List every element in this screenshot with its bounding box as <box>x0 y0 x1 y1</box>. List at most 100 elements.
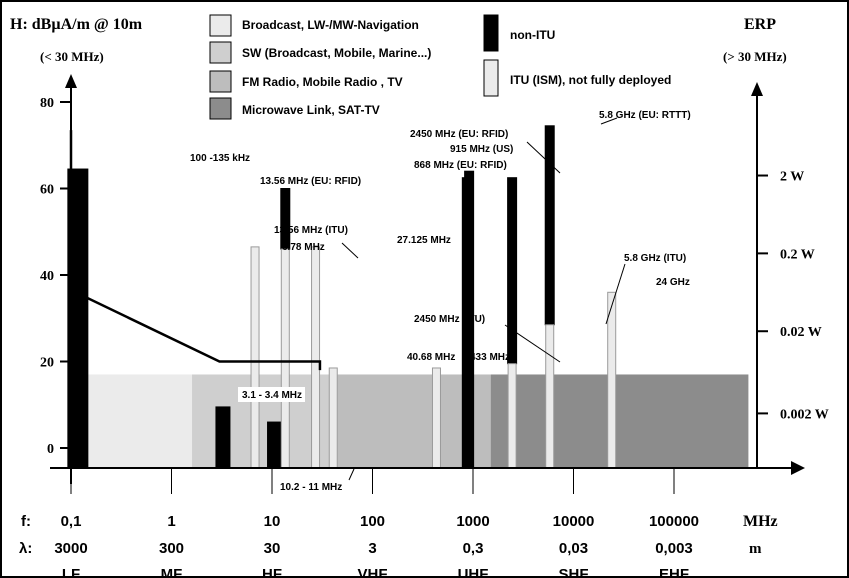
legend-swatch-non-itu <box>483 14 499 52</box>
itu-bar-4 <box>431 367 441 469</box>
non-itu-bar-3 <box>280 188 291 250</box>
x-tick-label-1: 0,1 <box>61 513 82 530</box>
right-tick-label-1: 0.2 W <box>780 247 815 262</box>
legend-swatch-itu-ism <box>483 59 499 97</box>
annotation-868-eu-rfid: 868 MHz (EU: RFID) <box>414 160 507 171</box>
x-tick-label-5: 1000 <box>456 513 489 530</box>
legend-label-itu-ism: ITU (ISM), not fully deployed <box>510 73 671 87</box>
non-itu-bar-6 <box>507 177 518 365</box>
legend-swatch-broadcast <box>209 14 232 37</box>
annotation-13-56-eu-rfid: 13.56 MHz (EU: RFID) <box>260 176 361 187</box>
legend-swatch-microwave <box>209 97 232 120</box>
left-tick-label-1: 20 <box>40 356 54 371</box>
legend-label-fm: FM Radio, Mobile Radio , TV <box>242 75 403 89</box>
band-label-4: VHF <box>358 566 388 578</box>
right-axis-range-label: (> 30 MHz) <box>723 49 787 64</box>
right-tick-label-2: 0.02 W <box>780 325 822 340</box>
left-axis-range-label: (< 30 MHz) <box>40 49 104 64</box>
legend-label-non-itu: non-ITU <box>510 28 555 42</box>
x-tick-label-3: 10 <box>264 513 281 530</box>
itu-bar-7 <box>607 291 617 469</box>
right-axis-ticks: 2 W 0.2 W 0.02 W 0.002 W <box>757 170 829 422</box>
x-tick-label-6: 10000 <box>553 513 595 530</box>
lambda-label-5: 0,3 <box>463 540 484 557</box>
annotation-leaders <box>341 117 626 481</box>
non-itu-bar-7 <box>544 125 555 326</box>
right-tick-label-3: 0.002 W <box>780 407 829 422</box>
left-tick-label-2: 40 <box>40 269 54 284</box>
itu-bar-0 <box>250 246 260 469</box>
left-axis-arrow <box>65 74 77 88</box>
annotation-915-us: 915 MHz (US) <box>450 144 513 155</box>
annotation-5-8-rttt: 5.8 GHz (EU: RTTT) <box>599 110 691 121</box>
background-bands <box>71 374 749 468</box>
leader-2450-itu <box>504 324 561 363</box>
leader-2450-eu <box>526 141 561 174</box>
lambda-label-1: 3000 <box>54 540 87 557</box>
annotation-27-125-mhz: 27.125 MHz <box>397 235 451 246</box>
itu-bar-1 <box>280 248 290 469</box>
lambda-label-4: 3 <box>368 540 376 557</box>
band-label-1: LF <box>62 566 80 578</box>
non-itu-bar-2 <box>267 421 283 469</box>
leader-13-56-itu <box>341 242 359 259</box>
left-tick-label-4: 80 <box>40 96 54 111</box>
annotation-24-ghz: 24 GHz <box>656 277 690 288</box>
x-axis-ticks: 0,0130000VLF0,13000LF1300MF1030HF1003VHF… <box>54 468 699 578</box>
itu-bar-3 <box>328 367 338 469</box>
itu-bar-2 <box>311 246 321 469</box>
lambda-label-7: 0,003 <box>655 540 693 557</box>
x-axis-f-label: f: <box>21 513 31 530</box>
axes <box>50 74 805 484</box>
frequency-bars <box>67 125 617 469</box>
x-tick-label-7: 100000 <box>649 513 699 530</box>
band-label-6: SHF <box>559 566 589 578</box>
annotation-6-78-mhz: 6.78 MHz <box>282 242 325 253</box>
legend-label-sw: SW (Broadcast, Mobile, Marine...) <box>242 46 431 60</box>
lambda-label-6: 0,03 <box>559 540 588 557</box>
x-axis-lambda-label: λ: <box>19 540 32 557</box>
itu-bar-6 <box>545 324 555 469</box>
right-tick-label-0: 2 W <box>780 170 804 185</box>
legend-swatch-fm <box>209 70 232 93</box>
annotation-3-1-3-4-mhz: 3.1 - 3.4 MHz <box>242 390 302 401</box>
lambda-label-3: 30 <box>264 540 281 557</box>
x-tick-label-4: 100 <box>360 513 385 530</box>
itu-bar-5 <box>507 363 517 469</box>
left-axis-label: H: dBµA/m @ 10m <box>10 16 143 33</box>
annotation-13-56-itu: 13.56 MHz (ITU) <box>274 225 348 236</box>
x-tick-label-2: 1 <box>167 513 175 530</box>
non-itu-bar-1 <box>215 406 231 469</box>
band-label-3: HF <box>262 566 282 578</box>
legend-label-microwave: Microwave Link, SAT-TV <box>242 103 380 117</box>
left-tick-label-3: 60 <box>40 183 54 198</box>
legend: Broadcast, LW-/MW-Navigation SW (Broadca… <box>209 14 671 120</box>
annotation-40-68-mhz: 40.68 MHz <box>407 352 455 363</box>
background-band-3 <box>490 374 749 468</box>
annotation-5-8-itu: 5.8 GHz (ITU) <box>624 253 686 264</box>
leader-5-8-rttt <box>600 117 618 125</box>
annotation-433-mhz: 433 MHz <box>470 352 510 363</box>
annotation-2450-itu: 2450 MHz (ITU) <box>414 314 485 325</box>
background-band-0 <box>71 374 193 468</box>
annotation-3-1-3-4-bg <box>238 387 305 402</box>
right-axis-label: ERP <box>744 16 776 33</box>
annotation-2450-eu-rfid: 2450 MHz (EU: RFID) <box>410 129 508 140</box>
annotation-100-135-khz: 100 -135 kHz <box>190 153 250 164</box>
legend-swatch-sw <box>209 41 232 64</box>
x-axis-lambda-unit: m <box>749 541 762 557</box>
annotations: 100 -135 kHz 13.56 MHz (EU: RFID) 13.56 … <box>190 110 691 493</box>
leader-5-8-itu <box>605 263 626 325</box>
left-axis-ticks: 0 20 40 60 80 <box>40 96 71 457</box>
lambda-label-2: 300 <box>159 540 184 557</box>
right-axis-arrow <box>751 82 763 96</box>
band-label-2: MF <box>161 566 183 578</box>
annotation-10-2-11-mhz: 10.2 - 11 MHz <box>280 482 342 493</box>
band-label-7: EHF <box>659 566 689 578</box>
x-axis-unit-label: MHz <box>743 513 778 530</box>
x-axis-arrow <box>791 461 805 475</box>
leader-10-2-11 <box>348 468 355 481</box>
legend-label-broadcast: Broadcast, LW-/MW-Navigation <box>242 18 419 32</box>
